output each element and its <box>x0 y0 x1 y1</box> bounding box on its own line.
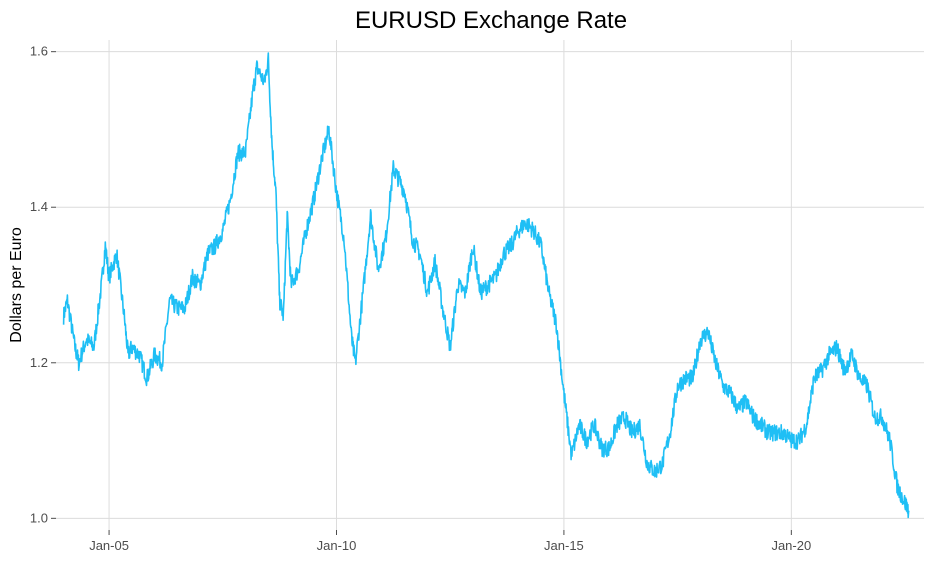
axes: 1.0 1.2 1.4 1.6 Jan-05 Jan-10 Jan-15 Jan-20 <box>30 44 811 553</box>
x-tick-label: Jan-20 <box>771 538 811 553</box>
y-tick-label: 1.2 <box>30 355 48 370</box>
x-tick-label: Jan-05 <box>89 538 129 553</box>
y-tick-label: 1.0 <box>30 510 48 525</box>
y-tick-label: 1.4 <box>30 199 48 214</box>
gridlines <box>56 40 924 530</box>
eurusd-series-line <box>62 52 910 519</box>
x-tick-label: Jan-10 <box>317 538 357 553</box>
y-tick-label: 1.6 <box>30 44 48 59</box>
chart-title: EURUSD Exchange Rate <box>355 7 627 34</box>
y-axis-title: Dollars per Euro <box>8 227 25 343</box>
x-tick-label: Jan-15 <box>544 538 584 553</box>
series-layer <box>62 52 910 519</box>
